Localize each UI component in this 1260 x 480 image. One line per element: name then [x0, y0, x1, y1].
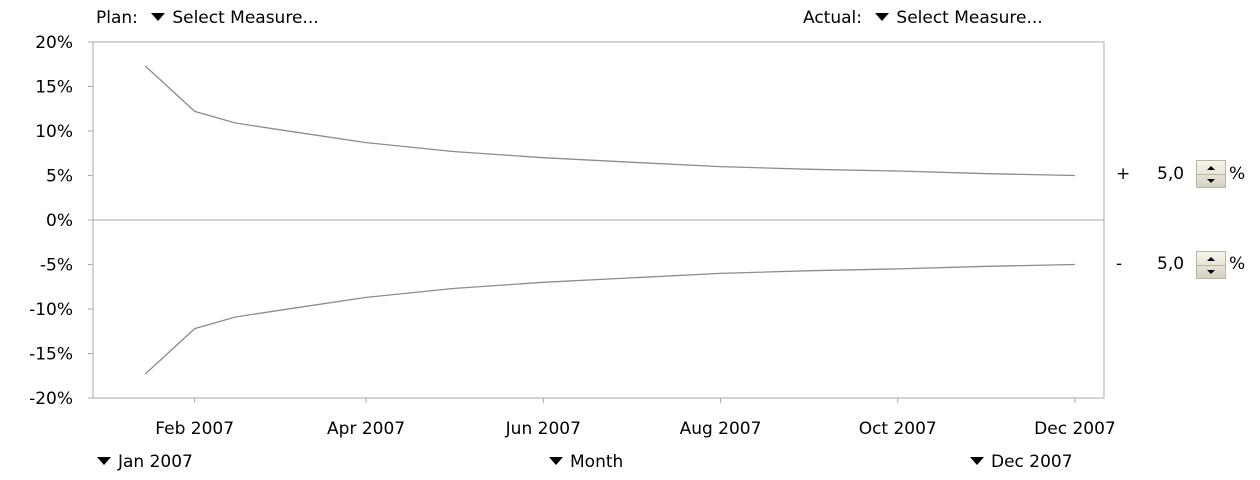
y-tick-label: -15%: [29, 345, 73, 365]
upper-tolerance-value[interactable]: 5,0: [1157, 164, 1185, 184]
plan-control: Plan: Select Measure...: [96, 8, 319, 28]
y-tick-label: -10%: [29, 300, 73, 320]
decrease-upper-button[interactable]: [1197, 174, 1225, 187]
dropdown-arrow-icon: [875, 13, 890, 21]
increase-upper-button[interactable]: [1197, 161, 1225, 175]
start-period-value: Jan 2007: [118, 452, 193, 472]
y-tick-label: 10%: [35, 122, 73, 142]
y-tick-label: 5%: [46, 167, 73, 187]
actual-label: Actual:: [803, 8, 862, 28]
lower-tolerance-sign: -: [1116, 254, 1123, 274]
arrow-up-icon: [1207, 256, 1215, 261]
end-period-dropdown[interactable]: Dec 2007: [970, 452, 1073, 472]
x-tick-label: Feb 2007: [155, 419, 234, 439]
arrow-down-icon: [1207, 269, 1215, 274]
y-tick-label: 20%: [35, 33, 73, 53]
lower-tolerance-spinner[interactable]: [1196, 251, 1226, 279]
plan-measure-dropdown[interactable]: Select Measure...: [151, 8, 319, 28]
y-tick-label: -5%: [40, 256, 73, 276]
granularity-value: Month: [570, 452, 624, 472]
actual-measure-value: Select Measure...: [896, 8, 1043, 28]
x-tick-label: Oct 2007: [859, 419, 937, 439]
start-period-dropdown[interactable]: Jan 2007: [97, 452, 193, 472]
lower-tolerance-unit: %: [1229, 254, 1246, 274]
lower-tolerance-line: [144, 263, 1075, 375]
upper-tolerance-spinner[interactable]: [1196, 160, 1226, 188]
x-tick-label: Apr 2007: [327, 419, 405, 439]
x-tick-label: Jun 2007: [505, 419, 581, 439]
upper-tolerance-unit: %: [1229, 164, 1246, 184]
x-tick-label: Aug 2007: [680, 419, 762, 439]
actual-control: Actual: Select Measure...: [803, 8, 1043, 28]
arrow-down-icon: [1207, 178, 1215, 183]
dropdown-arrow-icon: [151, 13, 166, 21]
x-tick-label: Dec 2007: [1034, 419, 1116, 439]
y-tick-label: -20%: [29, 389, 73, 409]
upper-tolerance-sign: +: [1116, 164, 1131, 184]
dropdown-arrow-icon: [970, 457, 984, 465]
arrow-up-icon: [1207, 165, 1215, 170]
end-period-value: Dec 2007: [991, 452, 1073, 472]
actual-measure-dropdown[interactable]: Select Measure...: [875, 8, 1043, 28]
plan-label: Plan:: [96, 8, 138, 28]
decrease-lower-button[interactable]: [1197, 265, 1225, 278]
dropdown-arrow-icon: [97, 457, 111, 465]
y-tick-label: 15%: [35, 78, 73, 98]
plan-measure-value: Select Measure...: [172, 8, 319, 28]
lower-tolerance-value[interactable]: 5,0: [1157, 254, 1185, 274]
upper-tolerance-line: [144, 65, 1075, 177]
increase-lower-button[interactable]: [1197, 252, 1225, 266]
y-tick-label: 0%: [46, 211, 73, 231]
granularity-dropdown[interactable]: Month: [549, 452, 623, 472]
dropdown-arrow-icon: [549, 457, 563, 465]
